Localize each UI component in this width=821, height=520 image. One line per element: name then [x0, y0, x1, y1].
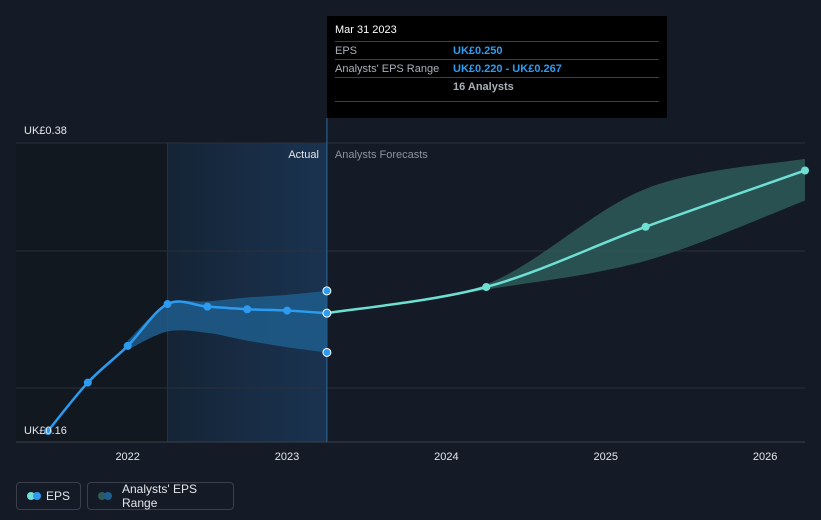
- eps-actual-point[interactable]: [44, 427, 52, 435]
- tooltip-analysts: 16 Analysts: [453, 81, 514, 93]
- actual-range-band: [127, 290, 327, 353]
- tooltip-analysts-row: 16 Analysts: [335, 77, 659, 102]
- eps-points[interactable]: [44, 166, 809, 435]
- eps-forecast-point[interactable]: [482, 283, 491, 291]
- x-tick-label-2022: 2022: [115, 451, 139, 463]
- recent-actual-shade: [167, 143, 327, 442]
- eps-range-bands: [127, 158, 805, 353]
- y-axis-bottom-label: UK£0.16: [24, 425, 67, 437]
- legend-range-label: Analysts' EPS Range: [122, 482, 197, 510]
- eps-actual-point[interactable]: [123, 341, 132, 350]
- eps-actual-point[interactable]: [83, 378, 92, 387]
- legend-eps-icon: [27, 492, 41, 500]
- range-low-point[interactable]: [322, 347, 332, 357]
- tooltip-range-value: UK£0.220 - UK£0.267: [453, 62, 562, 75]
- legend-eps-button[interactable]: EPS: [16, 482, 81, 510]
- legend-range-icon: [98, 492, 114, 500]
- eps-actual-point[interactable]: [163, 300, 172, 309]
- chart-text: UK£0.38 UK£0.16 Actual Analysts Forecasts 20…: [24, 125, 777, 463]
- tooltip-eps-label: EPS: [335, 44, 358, 57]
- eps-actual-point[interactable]: [283, 306, 292, 315]
- eps-current-point[interactable]: [322, 308, 332, 318]
- range-high-point[interactable]: [322, 286, 332, 296]
- y-axis-top-label: UK£0.38: [24, 125, 67, 137]
- tooltip-range-row: Analysts' EPS Range UK£0.220 - UK£0.267: [335, 59, 659, 77]
- x-tick-label-2023: 2023: [275, 451, 299, 463]
- actual-label: Actual: [288, 149, 319, 161]
- x-tick-label-2026: 2026: [753, 451, 777, 463]
- tooltip-eps-row: EPS UK£0.250: [335, 41, 659, 59]
- tooltip-range-label: Analysts' EPS Range: [335, 62, 440, 75]
- eps-actual-point[interactable]: [243, 305, 252, 314]
- tooltip-date: Mar 31 2023: [335, 24, 397, 36]
- hover-tooltip: Mar 31 2023 EPS UK£0.250 Analysts' EPS R…: [327, 16, 667, 118]
- x-tick-label-2025: 2025: [594, 451, 618, 463]
- eps-forecast-point[interactable]: [801, 166, 809, 175]
- forecast-range-band: [326, 158, 805, 314]
- x-tick-label-2024: 2024: [434, 451, 458, 463]
- legend-eps-label: EPS: [45, 489, 70, 503]
- legend-range-button[interactable]: Analysts' EPS Range: [87, 482, 234, 510]
- eps-forecast-point[interactable]: [641, 222, 650, 231]
- eps-actual-point[interactable]: [203, 302, 212, 311]
- tooltip-eps-value: UK£0.250: [453, 44, 503, 57]
- forecast-label: Analysts Forecasts: [335, 149, 428, 161]
- actual-period-shading: [16, 143, 327, 442]
- past-shade: [16, 143, 168, 442]
- eps-forecast-line: [326, 169, 806, 315]
